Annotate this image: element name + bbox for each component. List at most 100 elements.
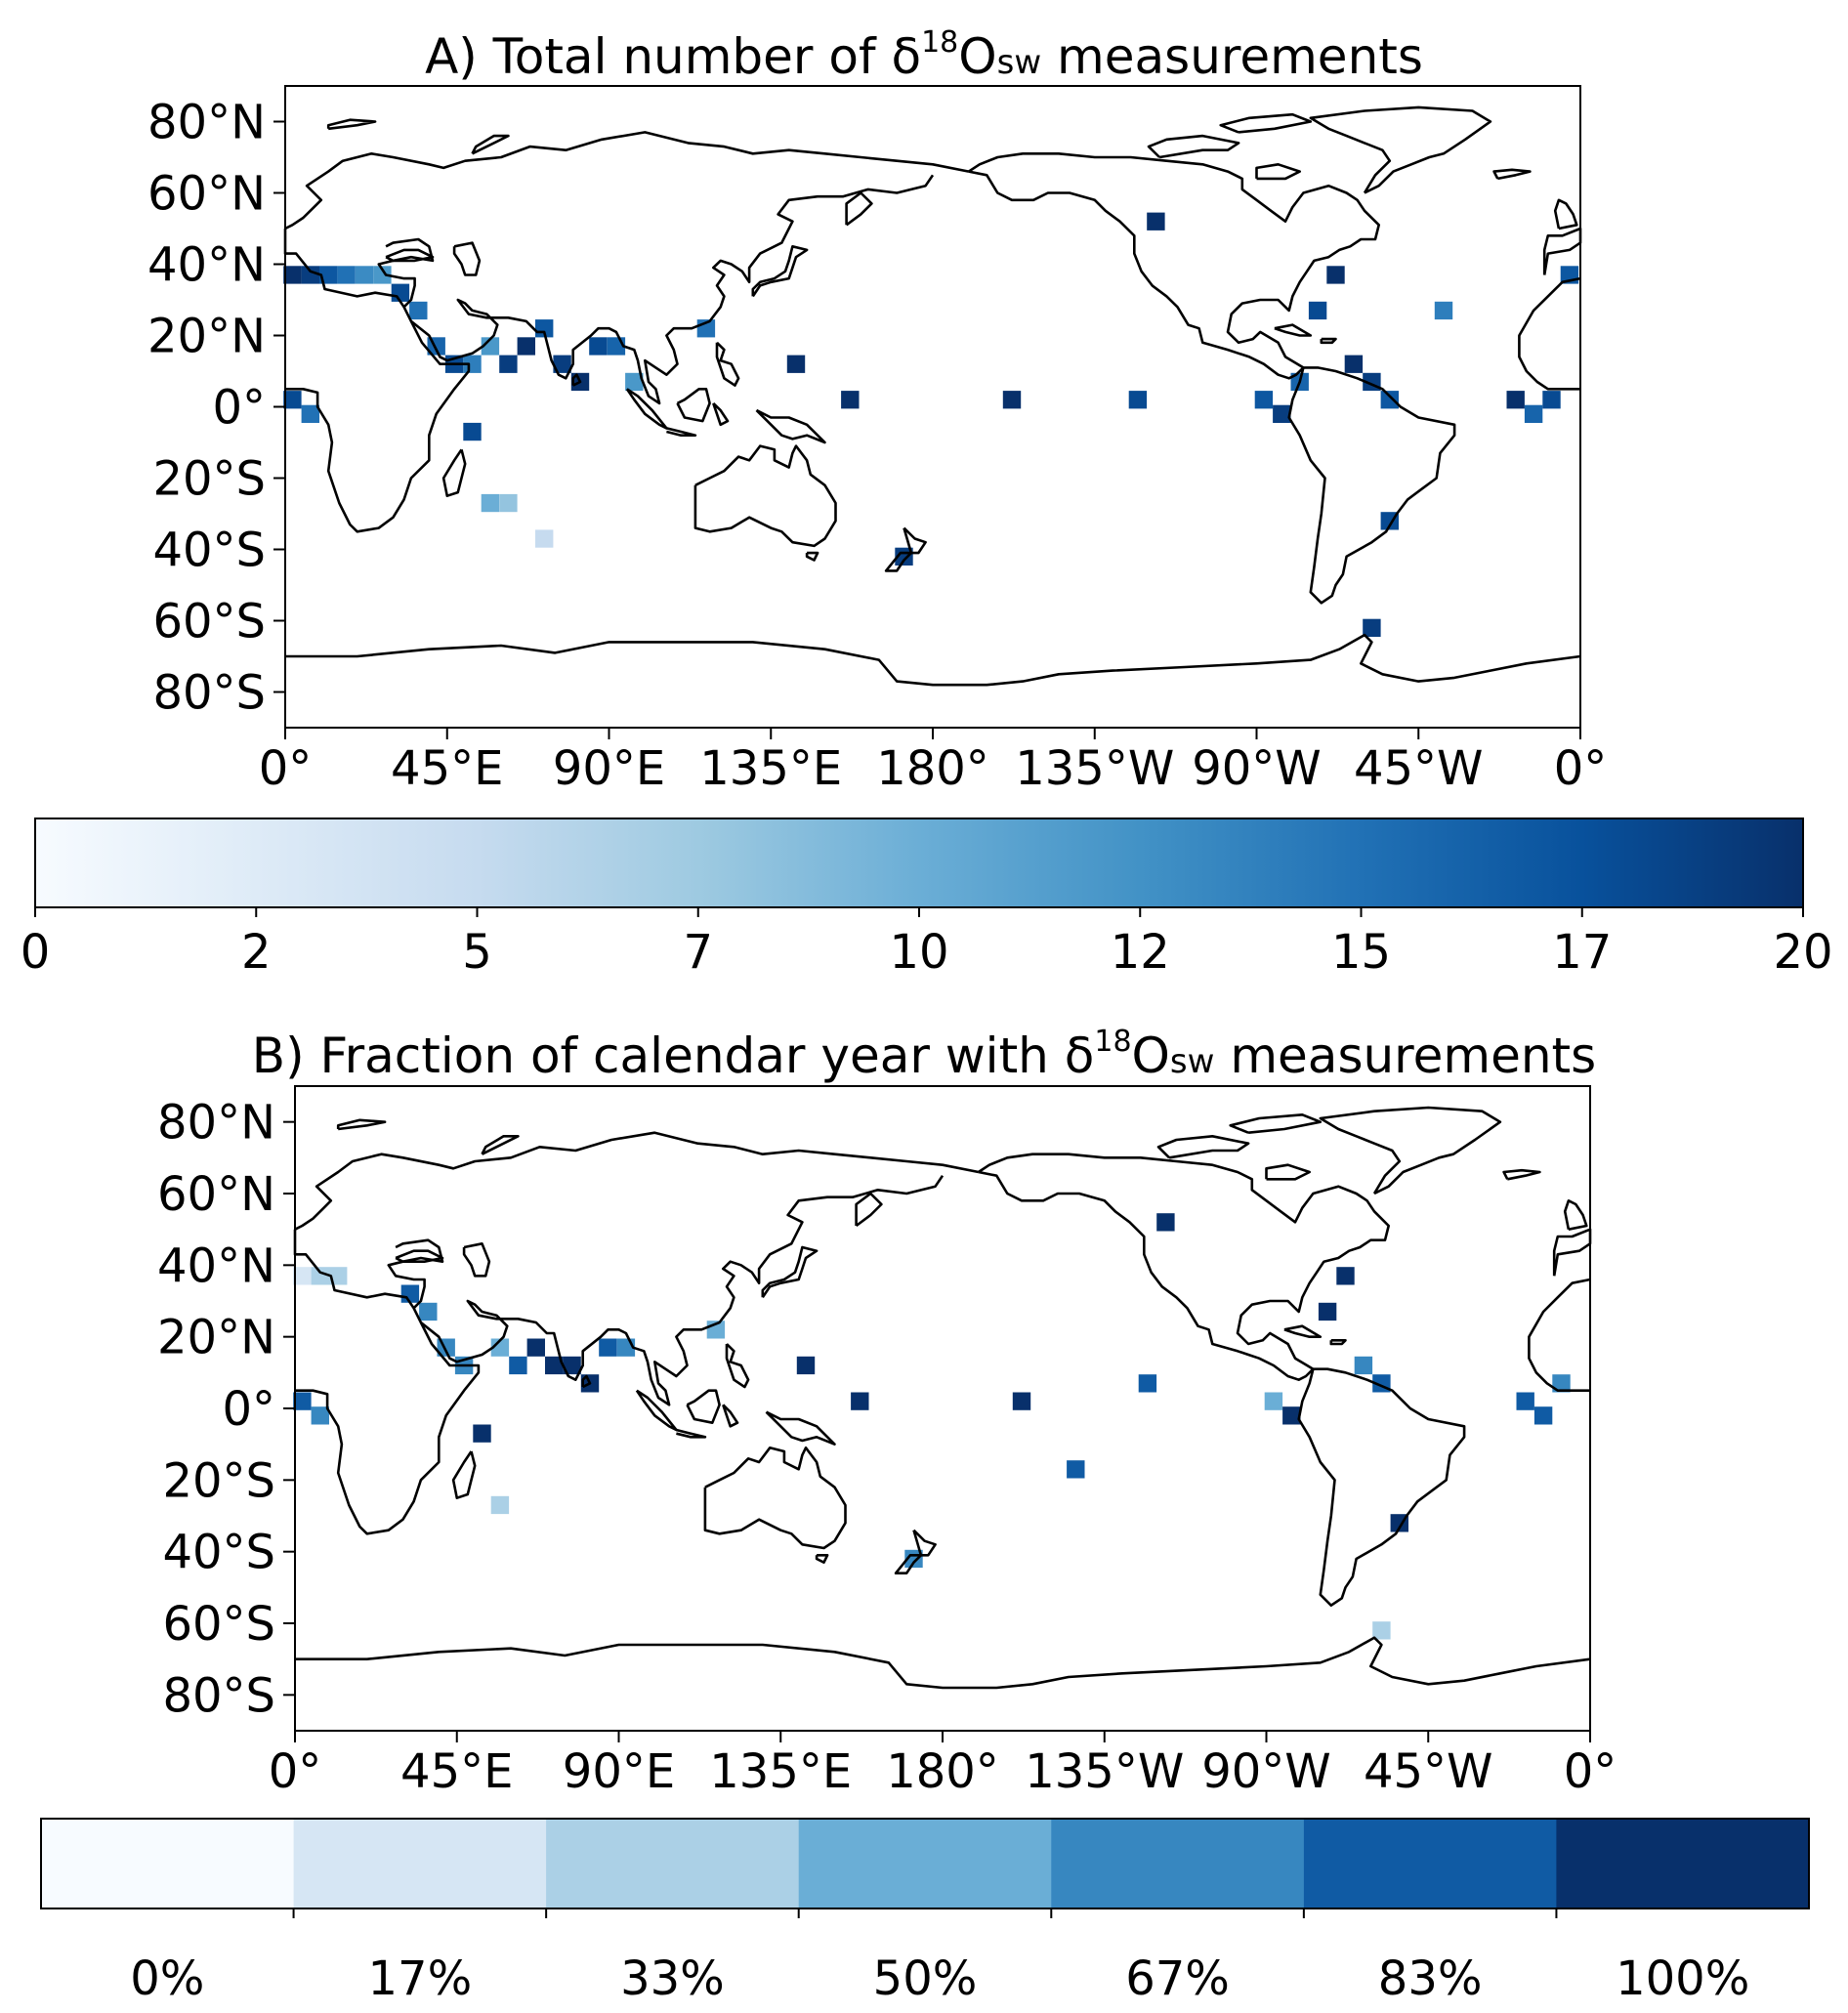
colorbar-tick-label: 100% xyxy=(1616,1951,1749,2006)
coastline-segment xyxy=(715,341,740,387)
coastline-segment xyxy=(845,191,873,227)
data-cell xyxy=(786,355,806,373)
coastline-segment xyxy=(625,388,668,430)
data-cell xyxy=(1380,391,1399,409)
data-cell xyxy=(499,493,518,513)
coastline-segment xyxy=(968,170,1305,380)
y-tick-label: 80°S xyxy=(162,1668,275,1723)
coastline-segment xyxy=(581,1374,592,1389)
y-tick-label: 60°N xyxy=(147,167,266,222)
y-tick-label: 40°N xyxy=(157,1238,275,1293)
data-cell xyxy=(1363,618,1381,637)
panel-a-title-main: O xyxy=(958,28,997,85)
coastline-segment xyxy=(751,245,809,298)
colorbar-tick-label: 5 xyxy=(462,925,492,980)
coastline-segment xyxy=(293,1229,481,1535)
data-cell xyxy=(311,1406,329,1425)
coastline-segment xyxy=(903,526,927,555)
panel-a-colorbar-ticks: 0 2 5 7 10 12 15 17 20 xyxy=(21,907,1833,980)
data-cell xyxy=(1002,391,1022,409)
panel-b-x-axis: 0° 45°E 90°E 135°E 180° 135°W 90°W 45°W 0° xyxy=(269,1731,1617,1799)
data-cell xyxy=(545,1356,564,1375)
data-cell xyxy=(301,404,319,423)
x-tick-label: 0° xyxy=(1564,1744,1617,1799)
coastline-segment xyxy=(912,1529,937,1557)
coastline-segment xyxy=(471,134,510,155)
panel-b-map-background xyxy=(295,1086,1590,1731)
panel-b-title-sub: sw xyxy=(1169,1042,1215,1081)
data-cell xyxy=(589,337,608,356)
coastline-segment xyxy=(410,174,935,405)
data-cell xyxy=(1344,355,1364,373)
coastline-segment xyxy=(385,248,435,263)
y-tick-label: 0° xyxy=(212,381,266,436)
coastline-segment xyxy=(815,1554,829,1564)
coastline-segment xyxy=(725,1343,750,1389)
y-tick-label: 40°N xyxy=(147,238,266,293)
panel-b-colorbar: 0% 17% 33% 50% 67% 83% 100% xyxy=(40,1818,1810,2006)
panel-a-title-sup: 18 xyxy=(921,25,959,60)
coastline-segment xyxy=(420,1174,945,1406)
data-cell xyxy=(599,1338,617,1357)
panel-b-title-suffix: measurements xyxy=(1214,1027,1597,1084)
coastline-segment xyxy=(1553,198,1578,231)
coastline-segment xyxy=(884,551,912,572)
data-cell xyxy=(1524,404,1543,423)
coastline-segment xyxy=(336,1118,387,1131)
y-tick-label: 80°S xyxy=(152,666,266,721)
panel-b-title-main: O xyxy=(1131,1027,1170,1084)
data-cell xyxy=(1326,266,1345,284)
data-cell xyxy=(283,391,302,409)
colorbar-tick-label: 17 xyxy=(1552,925,1612,980)
data-cell xyxy=(337,266,356,284)
data-cell xyxy=(473,1424,491,1443)
coastline-segment xyxy=(285,633,1581,687)
coastline-segment xyxy=(894,1554,922,1574)
panel-a-coastlines xyxy=(283,105,1582,687)
coastline-segment xyxy=(1287,366,1456,605)
coastline-segment xyxy=(1528,1278,1591,1392)
colorbar-tick-label: 15 xyxy=(1331,925,1391,980)
coastline-segment xyxy=(1309,105,1492,194)
coastline-segment xyxy=(1147,134,1240,159)
panel-a-x-axis: 0° 45°E 90°E 135°E 180° 135°W 90°W 45°W 0° xyxy=(259,728,1607,796)
panel-b-colorbar-bins xyxy=(41,1819,1810,1908)
colorbar-tick-label: 7 xyxy=(683,925,713,980)
coastline-segment xyxy=(712,401,730,427)
x-tick-label: 135°W xyxy=(1015,741,1174,796)
data-cell xyxy=(526,1338,545,1357)
coastline-segment xyxy=(761,1245,819,1299)
coastline-segment xyxy=(1283,1324,1323,1338)
data-cell xyxy=(481,493,500,513)
coastline-segment xyxy=(1274,323,1313,337)
coastline-segment xyxy=(1265,1163,1311,1181)
x-tick-label: 90°E xyxy=(553,741,665,796)
data-cell xyxy=(400,1284,420,1303)
colorbar-tick-label: 0 xyxy=(21,925,51,980)
y-tick-label: 20°S xyxy=(162,1453,275,1508)
coastline-segment xyxy=(855,1192,883,1228)
data-cell xyxy=(283,266,302,284)
colorbar-tick-label: 83% xyxy=(1378,1951,1483,2006)
data-cell xyxy=(1533,1406,1553,1425)
data-cell xyxy=(1273,404,1291,423)
panel-b-y-axis: 80°N 60°N 40°N 20°N 0° 20°S 40°S 60°S 80°S xyxy=(157,1096,295,1723)
data-cell xyxy=(851,1392,869,1410)
data-cell xyxy=(463,422,482,441)
coastline-segment xyxy=(462,1242,491,1278)
x-tick-label: 180° xyxy=(886,1744,999,1799)
data-cell xyxy=(625,372,644,392)
coastline-segment xyxy=(693,444,837,548)
data-cell xyxy=(1147,212,1165,231)
panel-b-map: 80°N 60°N 40°N 20°N 0° 20°S 40°S 60°S 80°S 0° 45°… xyxy=(157,1085,1617,1799)
data-cell xyxy=(1308,301,1327,320)
colorbar-tick-label: 20 xyxy=(1773,925,1832,980)
data-cell xyxy=(329,1267,348,1285)
colorbar-tick-label: 10 xyxy=(889,925,948,980)
x-tick-label: 45°E xyxy=(391,741,503,796)
x-tick-label: 180° xyxy=(876,741,989,796)
y-tick-label: 20°N xyxy=(147,310,266,364)
coastline-segment xyxy=(1329,1339,1347,1346)
y-tick-label: 40°S xyxy=(152,524,266,578)
